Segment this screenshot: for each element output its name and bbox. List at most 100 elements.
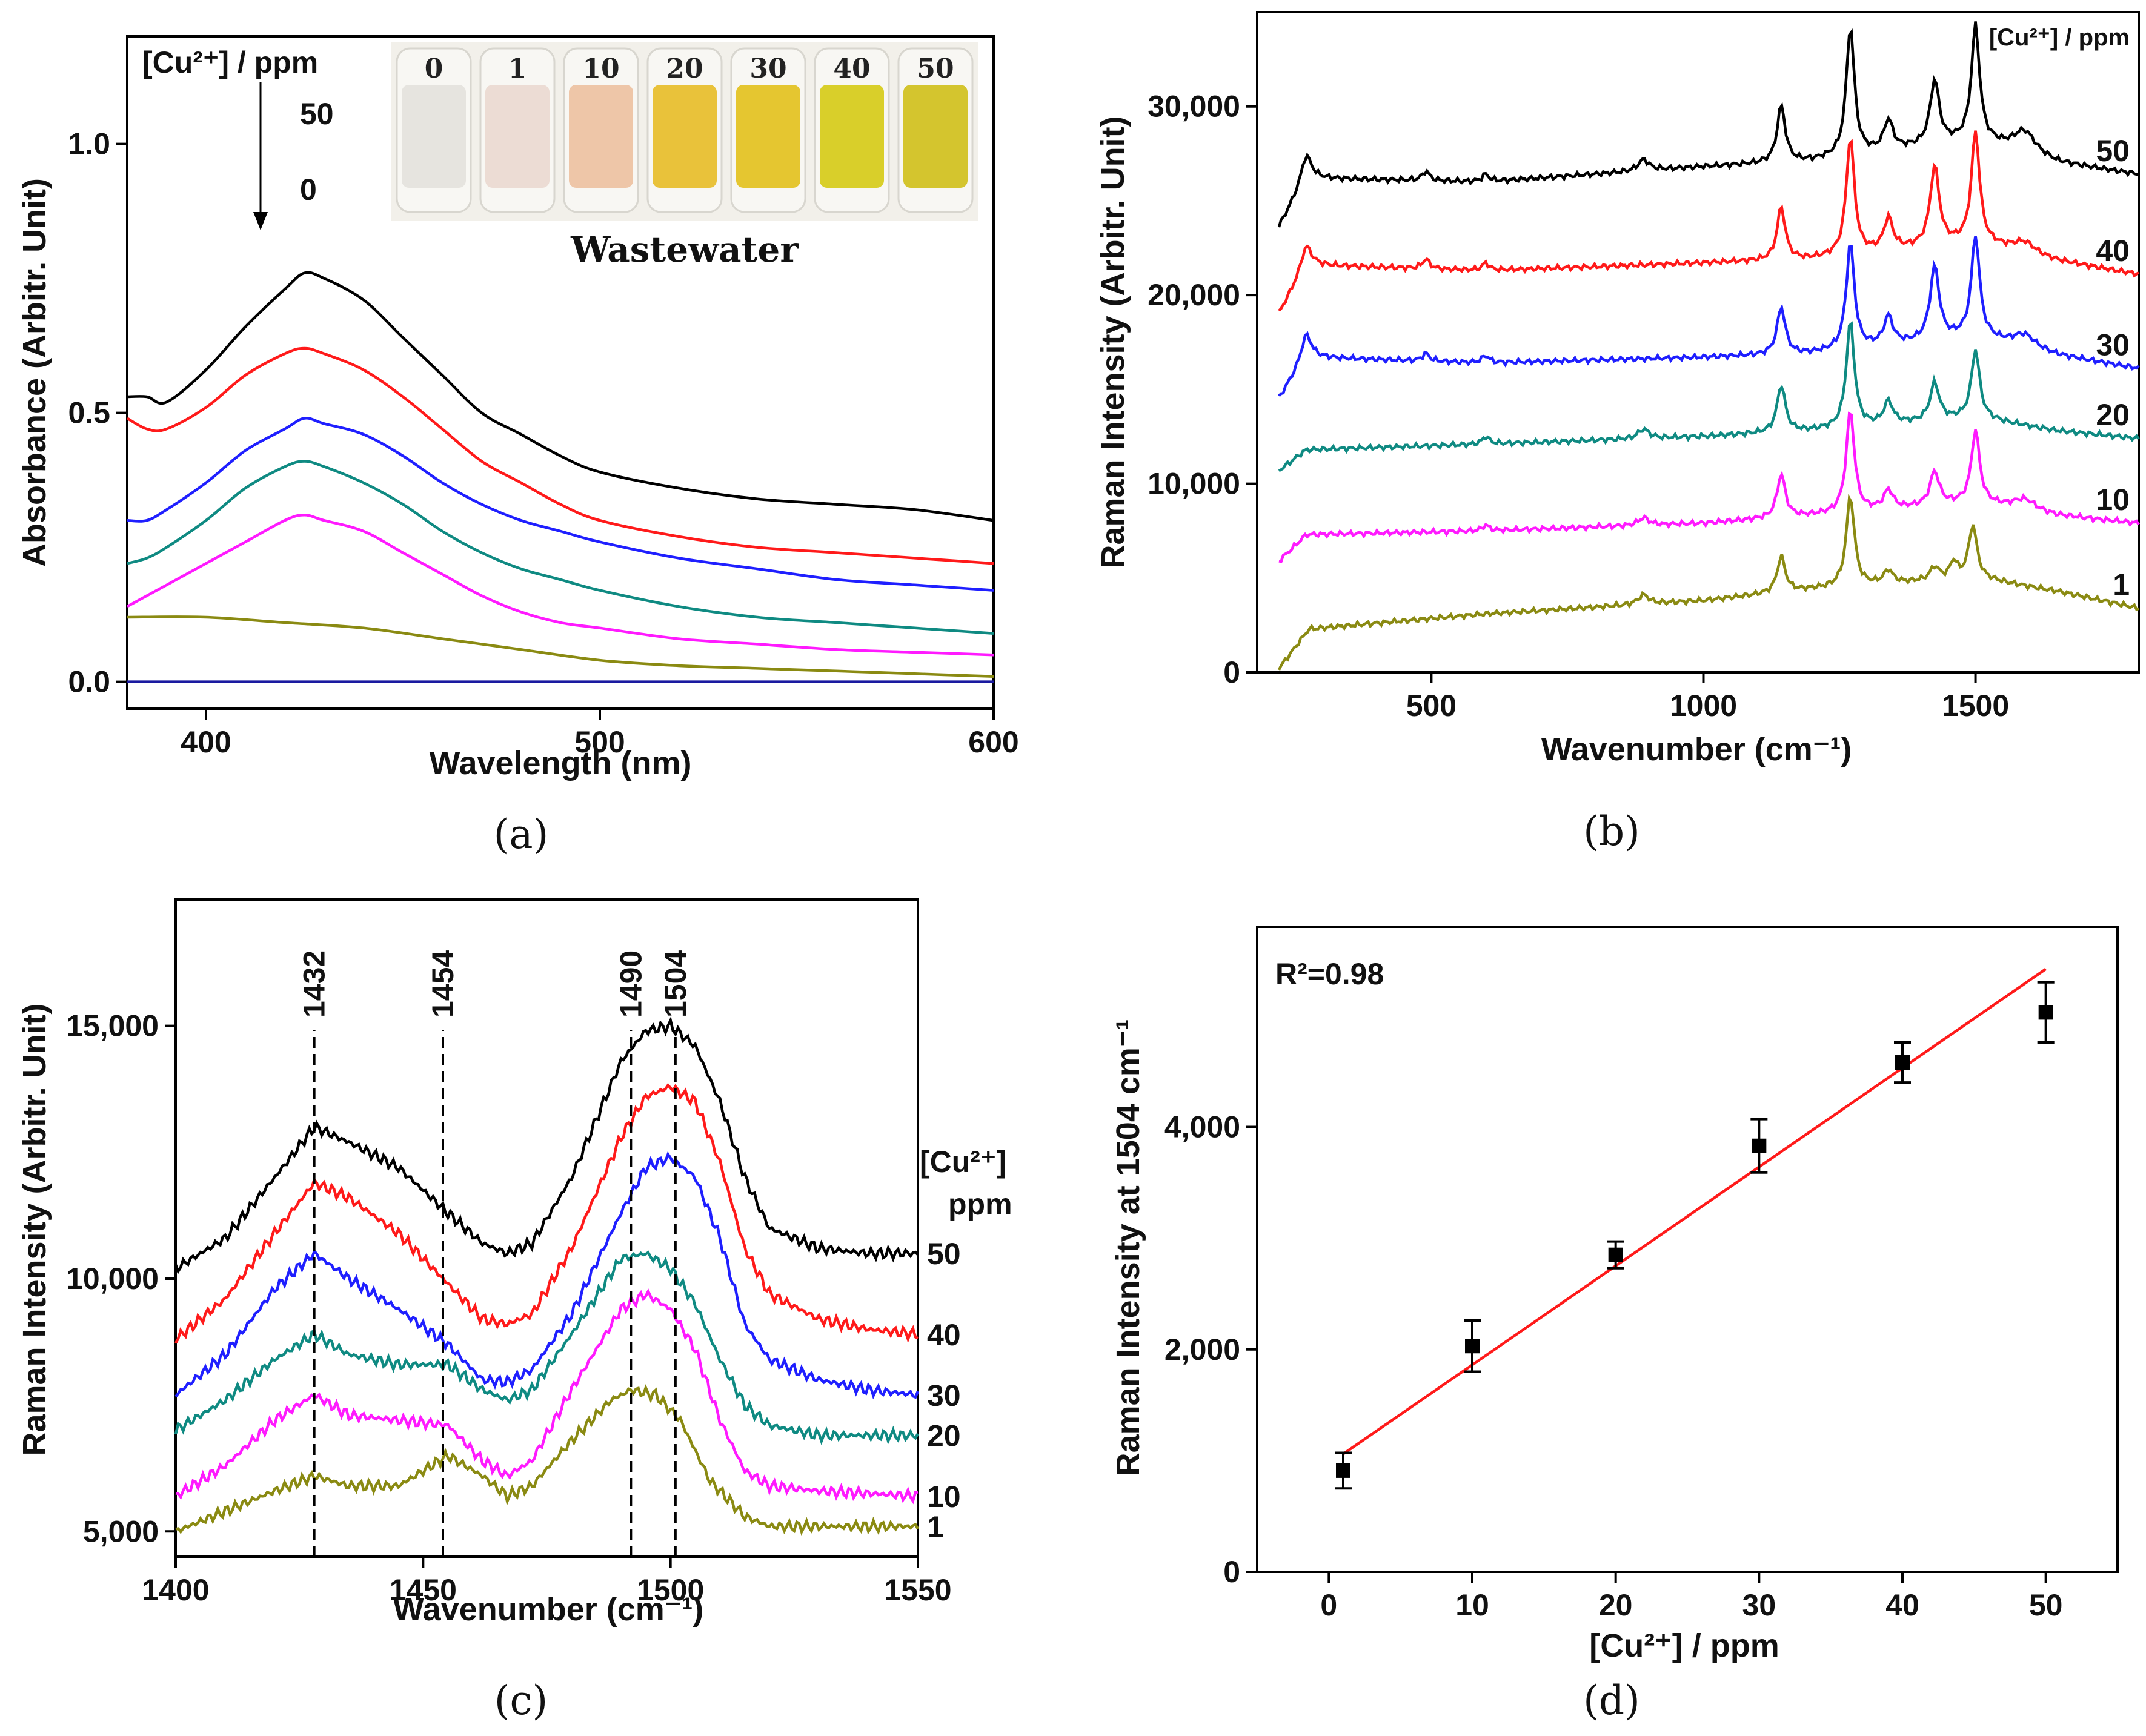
series-line-10 [175,1288,919,1505]
y-tick-label: 10,000 [1148,467,1240,501]
vial-label: 1 [508,53,527,84]
vial-liquid [820,85,884,188]
marker-label: 1490 [614,950,648,1018]
series-label-30: 30 [927,1379,961,1413]
inset-vials: 0 1 10 20 30 40 50 [396,47,974,213]
series-label-40: 40 [2096,234,2130,268]
vial-liquid [653,85,717,188]
y-tick-label: 0 [1223,655,1240,689]
panel-a-legend-top: 50 [300,97,334,131]
data-point [1465,1339,1480,1354]
y-tick-label: 5,000 [83,1514,159,1548]
y-tick-label: 20,000 [1148,278,1240,312]
y-tick-label: 0.5 [68,396,110,430]
series-line-30 [174,1151,920,1400]
panel-a-legend-bottom: 0 [300,173,317,207]
panel-c-marker-lines: 1432 1454 1490 1504 [297,950,693,1557]
panel-c-ticks: 1400 1450 1500 1550 5,000 10,000 15,000 [66,1009,952,1607]
panel-a-xlabel: Wavelength (nm) [429,745,691,781]
vial-label: 0 [425,53,443,84]
series-label-50: 50 [927,1237,961,1271]
x-tick-label: 40 [1885,1588,1919,1622]
panel-d-frame [1256,926,2119,1573]
data-point [1752,1138,1767,1153]
y-tick-label: 10,000 [66,1262,159,1296]
panel-c-xlabel: Wavenumber (cm⁻¹) [393,1591,704,1628]
series-line-10 [1278,411,2140,563]
panel-d-annotation: R²=0.98 [1275,957,1384,991]
x-tick-label: 1500 [637,1573,704,1607]
x-tick-label: 500 [574,725,625,759]
x-tick-label: 1450 [390,1573,457,1607]
vial-liquid [903,85,968,188]
vial-label: 30 [749,53,786,84]
y-tick-label: 2,000 [1164,1333,1240,1367]
series-line-1 [1277,494,2139,671]
panel-d-ylabel: Raman Intensity at 1504 cm⁻¹ [1110,1019,1146,1477]
y-tick-label: 30,000 [1148,90,1240,124]
series-line-50 [1277,21,2139,228]
panel-c-legend-unit: ppm [948,1187,1012,1221]
marker-label: 1504 [659,950,693,1018]
panel-a-ylabel: Absorbance (Arbitr. Unit) [16,178,53,567]
data-point [1608,1247,1623,1262]
vial-label: 10 [582,53,619,84]
x-tick-label: 400 [181,725,231,759]
y-tick-label: 0 [1223,1555,1240,1589]
x-tick-label: 600 [968,725,1018,759]
panel-a-ticks: 400 500 600 0.0 0.5 1.0 [68,127,1018,759]
x-tick-label: 0 [1320,1588,1337,1622]
data-point [1336,1463,1350,1478]
series-label-20: 20 [2096,398,2130,432]
panel-c-raman-zoom: 1400 1450 1500 1550 5,000 10,000 15,000 50 40 30… [16,898,1012,1724]
y-tick-label: 15,000 [66,1009,159,1043]
series-line-50 [127,271,994,522]
fit-line [1342,967,2047,1456]
panel-a-series [126,271,994,683]
x-tick-label: 1550 [884,1573,951,1607]
marker-label: 1432 [297,950,331,1018]
panel-a-legend-title: [Cu²⁺] / ppm [142,45,318,79]
panel-a-legend-arrowhead [253,212,268,230]
series-line-20 [174,1250,919,1445]
series-line-30 [127,417,994,592]
series-line-40 [1278,130,2140,312]
panel-b-legend-title: [Cu²⁺] / ppm [1989,24,2130,51]
y-tick-label: 1.0 [68,127,110,161]
series-label-10: 10 [2096,483,2130,517]
panel-a-inset-photo: 0 1 10 20 30 40 50 [391,42,978,221]
panel-d-plot [1335,967,2055,1490]
panel-b-series: 50 40 30 20 10 1 [1277,21,2140,671]
x-tick-label: 10 [1455,1588,1489,1622]
series-label-30: 30 [2096,328,2130,362]
vial-label: 20 [666,53,703,84]
series-line-20 [127,460,994,635]
caption-d: (d) [1583,1677,1640,1724]
panel-d-calibration: 0 10 20 30 40 50 0 2,000 4,000 R²=0.98 [Cu²⁺] / … [1110,926,2119,1724]
x-tick-label: 1500 [1942,689,2009,723]
panel-c-ylabel: Raman Intensity (Arbitr. Unit) [16,1003,53,1456]
vial-liquid [485,85,550,188]
panel-c-series: 50 40 30 20 101 [174,1016,961,1544]
inset-caption: Wastewater [570,229,799,270]
y-tick-label: 0.0 [68,665,110,699]
caption-a: (a) [494,811,549,858]
panel-b-raman: 500 1000 1500 0 10,000 20,000 30,000 50 40 30 20 1… [1095,11,2140,855]
panel-b-ticks: 500 1000 1500 0 10,000 20,000 30,000 [1148,90,2009,723]
series-label-50: 50 [2096,134,2130,168]
series-label-1: 1 [2113,568,2130,601]
data-point [1895,1055,1910,1070]
marker-label: 1454 [426,950,460,1018]
x-tick-label: 1400 [142,1573,209,1607]
y-tick-label: 4,000 [1164,1110,1240,1144]
series-line-1 [175,1384,919,1536]
vial-label: 40 [833,53,870,84]
series-line-40 [174,1082,919,1344]
data-point [2038,1005,2053,1020]
panel-a-frame [126,35,995,710]
panel-c-frame [174,898,919,1558]
series-label-10: 10 [927,1480,961,1514]
x-tick-label: 30 [1742,1588,1776,1622]
panel-c-legend-title: [Cu²⁺] [920,1145,1006,1179]
